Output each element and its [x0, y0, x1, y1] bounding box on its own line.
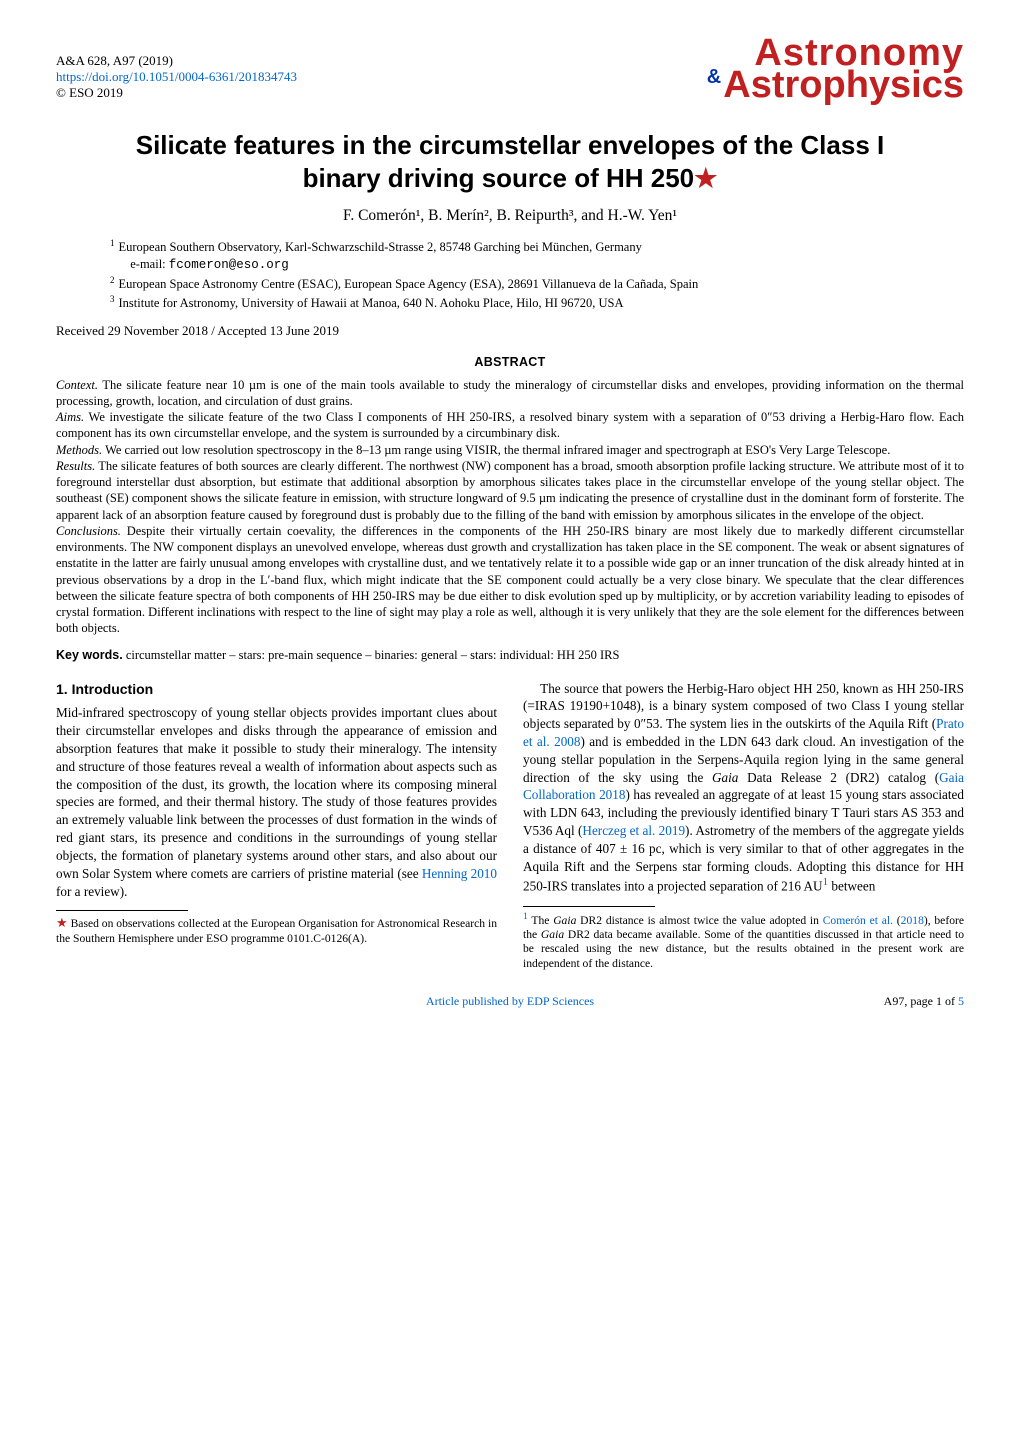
article-dates: Received 29 November 2018 / Accepted 13 …: [56, 322, 964, 340]
page-number: A97, page 1 of 5: [844, 993, 964, 1009]
page-label: A97, page 1 of: [884, 994, 958, 1008]
conclusions-label: Conclusions.: [56, 524, 121, 538]
aff-number: 2: [110, 275, 119, 285]
affiliation-2: 2European Space Astronomy Centre (ESAC),…: [110, 274, 910, 293]
footnote-star: ★ Based on observations collected at the…: [56, 915, 497, 946]
fn1-b: DR2 distance is almost twice the value a…: [576, 914, 822, 927]
page-total-link[interactable]: 5: [958, 994, 964, 1008]
results-text: The silicate features of both sources ar…: [56, 459, 964, 522]
affiliation-3: 3Institute for Astronomy, University of …: [110, 293, 910, 312]
aff-text: European Southern Observatory, Karl-Schw…: [119, 240, 642, 254]
article-title: Silicate features in the circumstellar e…: [56, 129, 964, 194]
affiliation-1: 1European Southern Observatory, Karl-Sch…: [110, 237, 910, 274]
citation-comeron-year[interactable]: 2018: [901, 914, 924, 927]
gaia-italic: Gaia: [712, 770, 738, 785]
para2-text-a: The source that powers the Herbig-Haro o…: [523, 681, 964, 732]
footnote-1: 1 The Gaia DR2 distance is almost twice …: [523, 911, 964, 972]
context-text: The silicate feature near 10 µm is one o…: [56, 378, 964, 408]
abstract-body: Context. The silicate feature near 10 µm…: [56, 377, 964, 637]
aims-text: We investigate the silicate feature of t…: [56, 410, 964, 440]
citation-comeron[interactable]: Comerón et al.: [823, 914, 893, 927]
aff-number: 1: [110, 238, 119, 248]
aff-text: Institute for Astronomy, University of H…: [119, 296, 624, 310]
para1-text-b: for a review).: [56, 884, 127, 899]
context-label: Context.: [56, 378, 98, 392]
logo-line2: Astrophysics: [723, 64, 964, 106]
para1-text-a: Mid-infrared spectroscopy of young stell…: [56, 705, 497, 880]
body-columns: 1. Introduction Mid-infrared spectroscop…: [56, 680, 964, 972]
citation-henning-2010[interactable]: Henning 2010: [422, 866, 497, 881]
email-label: e-mail:: [130, 257, 165, 271]
author-list: F. Comerón¹, B. Merín², B. Reipurth³, an…: [56, 206, 964, 227]
publisher-link[interactable]: Article published by EDP Sciences: [176, 993, 844, 1009]
aims-label: Aims.: [56, 410, 84, 424]
aff-text: European Space Astronomy Centre (ESAC), …: [119, 277, 699, 291]
conclusions-text: Despite their virtually certain coevalit…: [56, 524, 964, 636]
affiliations: 1European Southern Observatory, Karl-Sch…: [110, 237, 910, 312]
doi-anchor[interactable]: https://doi.org/10.1051/0004-6361/201834…: [56, 69, 297, 84]
citation-herczeg-2019[interactable]: Herczeg et al. 2019: [582, 823, 685, 838]
fn1-a: The: [528, 914, 553, 927]
methods-label: Methods.: [56, 443, 102, 457]
methods-text: We carried out low resolution spectrosco…: [102, 443, 890, 457]
intro-para-1: Mid-infrared spectroscopy of young stell…: [56, 704, 497, 900]
keywords-text: circumstellar matter – stars: pre-main s…: [123, 648, 620, 662]
fn1-e: DR2 data became available. Some of the q…: [523, 928, 964, 970]
para2-text-c: Data Release 2 (DR2) catalog (: [738, 770, 939, 785]
results-label: Results.: [56, 459, 95, 473]
footnote-rule-left: [56, 910, 188, 911]
keywords-label: Key words.: [56, 648, 123, 662]
keywords: Key words. circumstellar matter – stars:…: [56, 647, 964, 664]
fn1-c: (: [893, 914, 901, 927]
fn1-gaia1: Gaia: [553, 914, 576, 927]
title-footnote-star: ★: [694, 163, 717, 193]
aff-number: 3: [110, 294, 119, 304]
footnote-star-mark: ★: [56, 915, 68, 930]
intro-para-2: The source that powers the Herbig-Haro o…: [523, 680, 964, 896]
footnote-rule-right: [523, 906, 655, 907]
journal-logo: Astronomy &Astrophysics: [705, 38, 964, 101]
page-footer: Article published by EDP Sciences A97, p…: [56, 993, 964, 1009]
journal-reference: A&A 628, A97 (2019): [56, 53, 297, 69]
section-heading-1: 1. Introduction: [56, 680, 497, 699]
author-email[interactable]: fcomeron@eso.org: [169, 258, 289, 272]
para2-text-f: between: [828, 879, 875, 894]
abstract-heading: ABSTRACT: [56, 354, 964, 371]
footnote-star-text: Based on observations collected at the E…: [56, 917, 497, 944]
fn1-gaia2: Gaia: [541, 928, 564, 941]
page-header: A&A 628, A97 (2019) https://doi.org/10.1…: [56, 38, 964, 101]
logo-ampersand: &: [705, 66, 723, 88]
copyright: © ESO 2019: [56, 85, 297, 101]
title-line1: Silicate features in the circumstellar e…: [136, 130, 885, 160]
doi-link[interactable]: https://doi.org/10.1051/0004-6361/201834…: [56, 69, 297, 85]
header-left: A&A 628, A97 (2019) https://doi.org/10.1…: [56, 53, 297, 102]
publisher-anchor[interactable]: Article published by EDP Sciences: [426, 994, 594, 1008]
title-line2: binary driving source of HH 250: [303, 163, 695, 193]
